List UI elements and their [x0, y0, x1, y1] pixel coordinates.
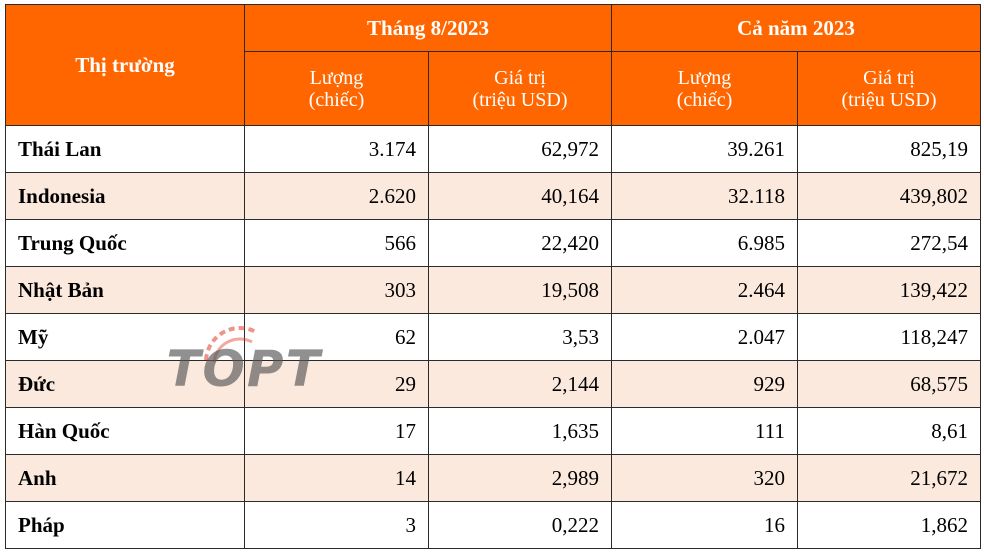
year-value: 21,672 [797, 454, 981, 502]
year-quantity: 6.985 [611, 219, 798, 267]
table-row: Hàn Quốc 17 1,635 111 8,61 [5, 407, 981, 455]
month-quantity: 3.174 [244, 125, 429, 173]
market-name: Anh [5, 454, 245, 502]
month-quantity: 14 [244, 454, 429, 502]
market-name: Indonesia [5, 172, 245, 220]
market-name: Hàn Quốc [5, 407, 245, 455]
month-value: 2,989 [428, 454, 612, 502]
table-row: Pháp 3 0,222 16 1,862 [5, 501, 981, 549]
month-quantity: 3 [244, 501, 429, 549]
year-quantity: 2.047 [611, 313, 798, 361]
year-value: 139,422 [797, 266, 981, 314]
table-row: Mỹ 62 3,53 2.047 118,247 [5, 313, 981, 361]
header-month-group: Tháng 8/2023 [244, 4, 612, 52]
market-name: Mỹ [5, 313, 245, 361]
month-value: 3,53 [428, 313, 612, 361]
export-market-table: Thị trường Tháng 8/2023 Cả năm 2023 Lượn… [5, 4, 981, 549]
header-value-label: Giá trị [863, 66, 915, 89]
year-quantity: 32.118 [611, 172, 798, 220]
header-quantity-unit: (chiếc) [308, 88, 365, 111]
year-value: 825,19 [797, 125, 981, 173]
table-row: Trung Quốc 566 22,420 6.985 272,54 [5, 219, 981, 267]
month-value: 40,164 [428, 172, 612, 220]
header-month-value: Giá trị (triệu USD) [428, 51, 612, 126]
year-value: 272,54 [797, 219, 981, 267]
year-quantity: 2.464 [611, 266, 798, 314]
month-quantity: 29 [244, 360, 429, 408]
month-quantity: 2.620 [244, 172, 429, 220]
header-quantity-label: Lượng [309, 66, 364, 89]
month-value: 22,420 [428, 219, 612, 267]
year-value: 68,575 [797, 360, 981, 408]
header-month-quantity: Lượng (chiếc) [244, 51, 429, 126]
market-name: Trung Quốc [5, 219, 245, 267]
header-year-value: Giá trị (triệu USD) [797, 51, 981, 126]
header-value-unit: (triệu USD) [472, 88, 568, 111]
month-value: 2,144 [428, 360, 612, 408]
year-quantity: 39.261 [611, 125, 798, 173]
market-name: Pháp [5, 501, 245, 549]
year-quantity: 16 [611, 501, 798, 549]
market-name: Nhật Bản [5, 266, 245, 314]
year-quantity: 111 [611, 407, 798, 455]
market-name: Thái Lan [5, 125, 245, 173]
header-market: Thị trường [5, 4, 245, 126]
year-quantity: 929 [611, 360, 798, 408]
year-value: 439,802 [797, 172, 981, 220]
table-row: Đức 29 2,144 929 68,575 [5, 360, 981, 408]
month-quantity: 566 [244, 219, 429, 267]
year-value: 1,862 [797, 501, 981, 549]
header-value-label: Giá trị [494, 66, 546, 89]
month-value: 1,635 [428, 407, 612, 455]
month-quantity: 62 [244, 313, 429, 361]
header-quantity-label: Lượng [677, 66, 732, 89]
month-value: 19,508 [428, 266, 612, 314]
header-year-group: Cả năm 2023 [611, 4, 981, 52]
month-quantity: 17 [244, 407, 429, 455]
month-quantity: 303 [244, 266, 429, 314]
year-value: 118,247 [797, 313, 981, 361]
export-table-container: Thị trường Tháng 8/2023 Cả năm 2023 Lượn… [5, 4, 981, 549]
table-row: Thái Lan 3.174 62,972 39.261 825,19 [5, 125, 981, 173]
table-row: Indonesia 2.620 40,164 32.118 439,802 [5, 172, 981, 220]
year-value: 8,61 [797, 407, 981, 455]
market-name: Đức [5, 360, 245, 408]
month-value: 0,222 [428, 501, 612, 549]
header-quantity-unit: (chiếc) [676, 88, 733, 111]
table-row: Nhật Bản 303 19,508 2.464 139,422 [5, 266, 981, 314]
header-year-quantity: Lượng (chiếc) [611, 51, 798, 126]
month-value: 62,972 [428, 125, 612, 173]
header-value-unit: (triệu USD) [841, 88, 937, 111]
year-quantity: 320 [611, 454, 798, 502]
table-row: Anh 14 2,989 320 21,672 [5, 454, 981, 502]
